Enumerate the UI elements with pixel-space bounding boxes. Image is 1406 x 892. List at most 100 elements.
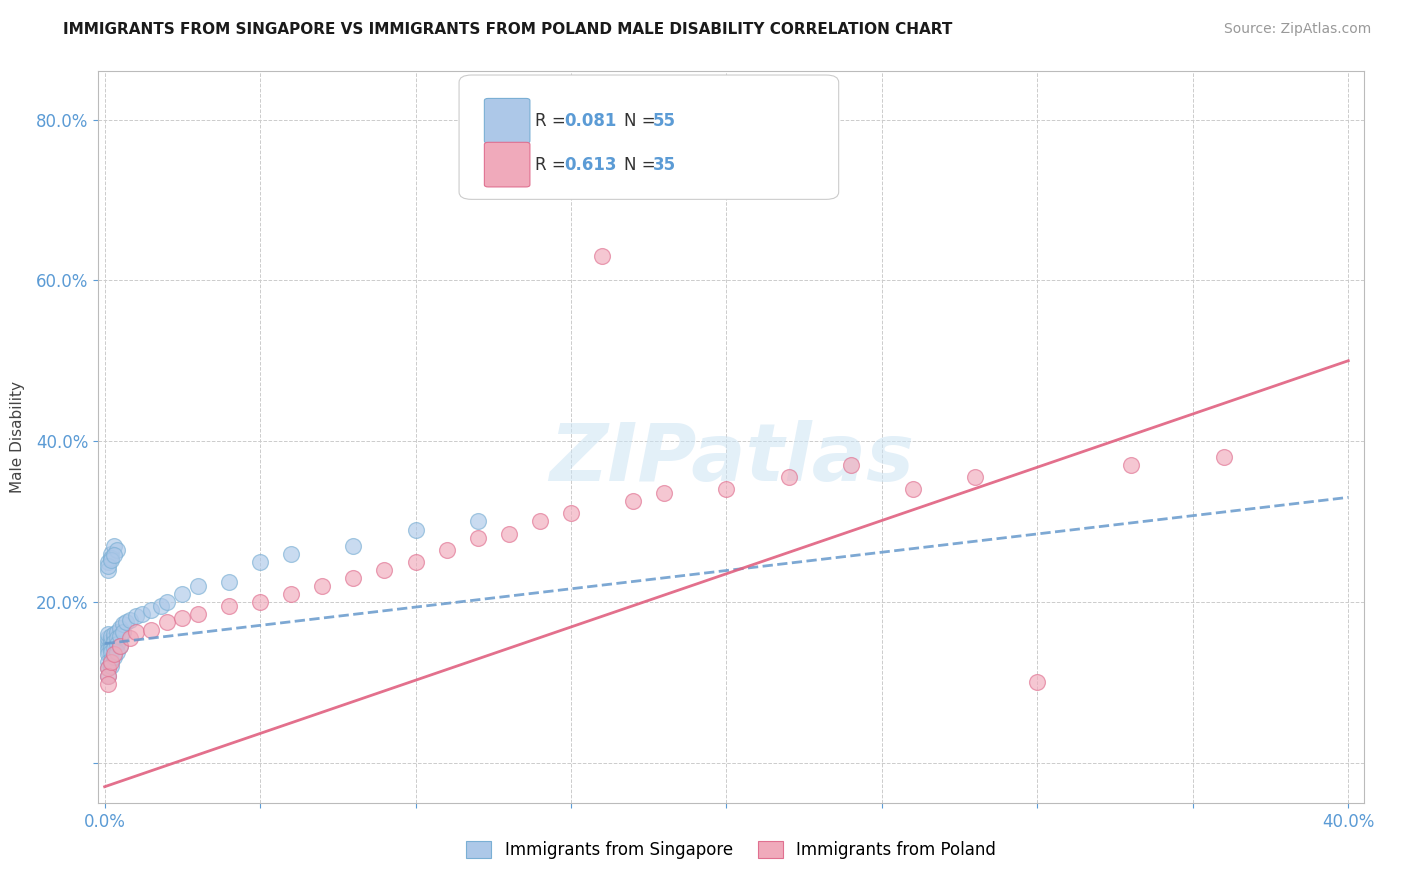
Point [839, 458, 862, 473]
Point [112, 625, 135, 640]
FancyBboxPatch shape [458, 75, 838, 200]
Point [156, 615, 179, 629]
Text: ZIPatlas: ZIPatlas [548, 420, 914, 498]
Point [100, 640, 122, 655]
Y-axis label: Male Disability: Male Disability [10, 381, 25, 493]
Point [108, 639, 131, 653]
Point [118, 631, 141, 645]
Point [105, 625, 128, 640]
Point [103, 631, 125, 645]
Point [467, 515, 489, 529]
Point [901, 483, 924, 497]
Point [103, 647, 125, 661]
Point [311, 579, 333, 593]
Point [118, 613, 141, 627]
Point [965, 470, 987, 484]
Point [100, 553, 122, 567]
Point [103, 641, 125, 656]
Point [97, 661, 120, 675]
Text: N =: N = [623, 112, 661, 130]
Point [218, 574, 240, 589]
Point [112, 617, 135, 632]
Text: 55: 55 [652, 112, 676, 130]
Point [103, 635, 125, 649]
Point [716, 483, 738, 497]
Point [405, 555, 427, 569]
Point [97, 555, 120, 569]
Point [141, 603, 163, 617]
Point [103, 627, 125, 641]
Point [100, 633, 122, 648]
Point [405, 523, 427, 537]
Point [108, 621, 131, 635]
Point [100, 655, 122, 669]
Point [97, 627, 120, 641]
Point [280, 547, 302, 561]
Point [100, 659, 122, 673]
Point [97, 558, 120, 573]
Point [591, 249, 613, 263]
Point [1212, 450, 1234, 465]
Point [280, 587, 302, 601]
Point [97, 661, 120, 675]
Point [103, 649, 125, 664]
Point [100, 550, 122, 565]
Point [105, 645, 128, 659]
Point [172, 611, 194, 625]
Point [105, 637, 128, 651]
Point [560, 507, 582, 521]
Point [100, 547, 122, 561]
Point [149, 599, 172, 613]
Point [97, 669, 120, 683]
Point [342, 539, 364, 553]
Text: 35: 35 [652, 156, 676, 174]
Point [249, 595, 271, 609]
Point [103, 539, 125, 553]
FancyBboxPatch shape [484, 143, 530, 187]
Point [342, 571, 364, 585]
Point [97, 643, 120, 657]
Point [97, 639, 120, 653]
Text: R =: R = [534, 156, 571, 174]
Point [436, 542, 458, 557]
Point [249, 555, 271, 569]
FancyBboxPatch shape [484, 98, 530, 143]
Text: 0.613: 0.613 [564, 156, 617, 174]
Point [1026, 675, 1049, 690]
Point [187, 607, 209, 621]
Point [172, 587, 194, 601]
Point [103, 548, 125, 562]
Point [97, 635, 120, 649]
Point [97, 677, 120, 691]
Point [97, 631, 120, 645]
Point [529, 515, 551, 529]
Point [125, 625, 148, 640]
Point [187, 579, 209, 593]
Text: Source: ZipAtlas.com: Source: ZipAtlas.com [1223, 22, 1371, 37]
Text: N =: N = [623, 156, 661, 174]
Point [97, 669, 120, 683]
Point [498, 526, 520, 541]
Point [1119, 458, 1142, 473]
Point [97, 563, 120, 577]
Text: 0.081: 0.081 [564, 112, 616, 130]
Point [621, 494, 644, 508]
Point [125, 609, 148, 624]
Legend: Immigrants from Singapore, Immigrants from Poland: Immigrants from Singapore, Immigrants fr… [458, 833, 1004, 868]
Point [131, 607, 153, 621]
Point [97, 655, 120, 669]
Point [115, 615, 138, 629]
Point [141, 623, 163, 637]
Point [100, 653, 122, 667]
Point [218, 599, 240, 613]
Point [105, 542, 128, 557]
Point [652, 486, 675, 500]
Point [100, 637, 122, 651]
Point [97, 647, 120, 661]
Text: R =: R = [534, 112, 571, 130]
Point [105, 631, 128, 645]
Point [467, 531, 489, 545]
Point [108, 629, 131, 643]
Point [100, 645, 122, 659]
Point [373, 563, 395, 577]
